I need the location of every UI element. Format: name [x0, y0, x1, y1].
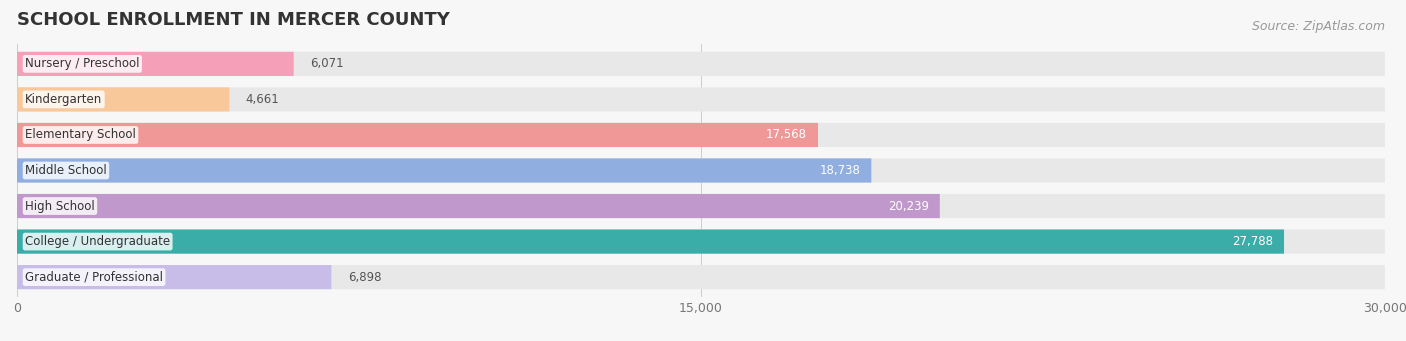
FancyBboxPatch shape	[17, 194, 939, 218]
Text: Middle School: Middle School	[25, 164, 107, 177]
FancyBboxPatch shape	[17, 265, 1385, 289]
Text: Elementary School: Elementary School	[25, 129, 136, 142]
Text: Nursery / Preschool: Nursery / Preschool	[25, 57, 139, 70]
FancyBboxPatch shape	[17, 229, 1385, 254]
FancyBboxPatch shape	[17, 159, 872, 182]
FancyBboxPatch shape	[17, 52, 294, 76]
FancyBboxPatch shape	[17, 52, 1385, 76]
Text: 17,568: 17,568	[766, 129, 807, 142]
Text: Source: ZipAtlas.com: Source: ZipAtlas.com	[1251, 20, 1385, 33]
FancyBboxPatch shape	[17, 87, 1385, 112]
Text: 20,239: 20,239	[887, 199, 929, 212]
Text: 4,661: 4,661	[246, 93, 280, 106]
FancyBboxPatch shape	[17, 159, 1385, 182]
Text: 18,738: 18,738	[820, 164, 860, 177]
FancyBboxPatch shape	[17, 194, 1385, 218]
Text: Kindergarten: Kindergarten	[25, 93, 103, 106]
Text: College / Undergraduate: College / Undergraduate	[25, 235, 170, 248]
Text: 6,898: 6,898	[347, 271, 381, 284]
Text: SCHOOL ENROLLMENT IN MERCER COUNTY: SCHOOL ENROLLMENT IN MERCER COUNTY	[17, 11, 450, 29]
FancyBboxPatch shape	[17, 229, 1284, 254]
Text: Graduate / Professional: Graduate / Professional	[25, 271, 163, 284]
FancyBboxPatch shape	[17, 123, 1385, 147]
FancyBboxPatch shape	[17, 123, 818, 147]
FancyBboxPatch shape	[17, 87, 229, 112]
FancyBboxPatch shape	[17, 265, 332, 289]
Text: 27,788: 27,788	[1232, 235, 1272, 248]
Text: High School: High School	[25, 199, 94, 212]
Text: 6,071: 6,071	[311, 57, 343, 70]
